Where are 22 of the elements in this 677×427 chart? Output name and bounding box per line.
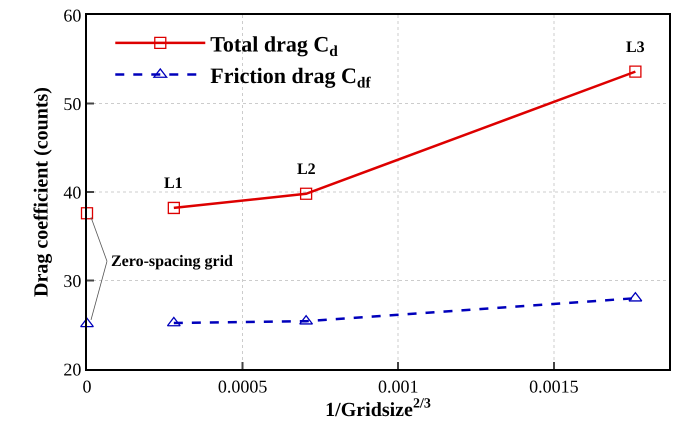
legend-label: Total drag C$_{d}$ xyxy=(210,31,338,60)
y-tick-label: 60 xyxy=(63,5,82,26)
y-tick-label: 50 xyxy=(63,94,82,114)
point xyxy=(80,318,94,328)
y-tick-label: 40 xyxy=(63,182,82,202)
annotation: L1 xyxy=(164,175,183,192)
y-tick-label: 30 xyxy=(63,270,82,291)
point xyxy=(80,207,94,220)
x-tick-label: 0.0005 xyxy=(218,376,268,397)
x-axis-title: 1/Gridsize$^{2/3}$ xyxy=(325,396,431,421)
annotation: L2 xyxy=(297,161,316,178)
x-tick-label: 0 xyxy=(82,376,92,397)
legend-label: Friction drag C$_{df}$ xyxy=(210,63,372,92)
point xyxy=(629,65,642,78)
annotation: L3 xyxy=(626,39,645,56)
annotation: Zero-spacing grid xyxy=(111,253,234,270)
point xyxy=(168,202,180,214)
x-tick-label: 0.001 xyxy=(378,376,418,397)
y-tick-label: 20 xyxy=(63,359,82,380)
y-axis-title: Drag coefficient (counts) xyxy=(30,87,52,297)
point xyxy=(300,188,312,200)
x-tick-label: 0.0015 xyxy=(529,376,579,397)
